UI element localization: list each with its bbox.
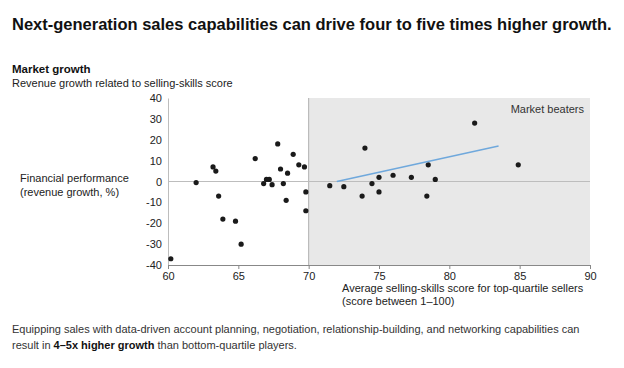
- point: [168, 256, 173, 261]
- point: [296, 162, 301, 167]
- point: [433, 177, 438, 182]
- x-label: Average selling-skills score for top-qua…: [342, 282, 584, 294]
- axis-line: [168, 99, 169, 266]
- x-label: (score between 1–100): [342, 295, 455, 307]
- point: [472, 120, 477, 125]
- tick-label: 0: [156, 176, 162, 188]
- tick-mark: [168, 265, 169, 269]
- tick: 40: [150, 92, 168, 104]
- tick-mark: [590, 265, 591, 269]
- point: [233, 219, 238, 224]
- tick: 0: [156, 176, 168, 188]
- point: [376, 189, 381, 194]
- point: [285, 171, 290, 176]
- tick-label: 85: [514, 270, 526, 282]
- point: [284, 198, 289, 203]
- point: [281, 181, 286, 186]
- point: [275, 141, 280, 146]
- y-label: Financial performance: [20, 172, 129, 184]
- tick-mark: [309, 265, 310, 269]
- point: [194, 180, 199, 185]
- tick-label: 10: [150, 155, 162, 167]
- point: [267, 177, 272, 182]
- tick: 20: [150, 134, 168, 146]
- tick-mark: [379, 265, 380, 269]
- point: [239, 242, 244, 247]
- tick-label: 65: [233, 270, 245, 282]
- point: [409, 175, 414, 180]
- point: [369, 181, 374, 186]
- tick: -20: [146, 217, 168, 229]
- point: [220, 216, 225, 221]
- trend-line: [337, 146, 499, 181]
- point: [269, 182, 274, 187]
- tick-mark: [520, 265, 521, 269]
- tick-mark: [238, 265, 239, 269]
- tick: 75: [373, 265, 385, 282]
- footnote-part: result in: [12, 339, 51, 351]
- point: [303, 189, 308, 194]
- point: [424, 194, 429, 199]
- point: [390, 173, 395, 178]
- tick-label: -40: [146, 259, 162, 271]
- point: [327, 183, 332, 188]
- tick-label: 30: [150, 113, 162, 125]
- point: [426, 162, 431, 167]
- y-label: (revenue growth, %): [20, 186, 119, 198]
- point: [216, 194, 221, 199]
- tick: -30: [146, 238, 168, 250]
- zero-line: [168, 181, 590, 182]
- x-axis: 60 65 70 75 80 85 90: [162, 265, 596, 282]
- point: [362, 146, 367, 151]
- tick: 30: [150, 113, 168, 125]
- highlight-label: Market beaters: [511, 103, 585, 115]
- point: [376, 175, 381, 180]
- point: [516, 162, 521, 167]
- tick-mark: [449, 265, 450, 269]
- tick-label: -10: [146, 196, 162, 208]
- footnote: result in 4–5x higher growth than bottom…: [12, 339, 297, 351]
- tick: 70: [303, 265, 315, 282]
- point: [213, 168, 218, 173]
- point: [278, 166, 283, 171]
- tick: 65: [233, 265, 245, 282]
- footnote-part: than bottom-quartile players.: [158, 339, 297, 351]
- tick-label: 75: [373, 270, 385, 282]
- tick-label: 40: [150, 92, 162, 104]
- point: [253, 156, 258, 161]
- tick: 60: [162, 265, 174, 282]
- point: [291, 152, 296, 157]
- title: Next-generation sales capabilities can d…: [12, 15, 612, 33]
- tick: 90: [584, 265, 596, 282]
- point: [303, 208, 308, 213]
- tick: 85: [514, 265, 526, 282]
- footnote: Equipping sales with data-driven account…: [12, 323, 579, 335]
- footnote-emphasis: 4–5x higher growth: [54, 339, 155, 351]
- tick-label: -30: [146, 238, 162, 250]
- chart: Next-generation sales capabilities can d…: [0, 0, 624, 368]
- tick-label: 60: [162, 270, 174, 282]
- y-axis: -40 -30 -20 -10 0 10 20 30 40: [146, 92, 168, 271]
- subtitle: Revenue growth related to selling-skills…: [12, 77, 233, 89]
- subtitle: Market growth: [12, 63, 91, 75]
- point: [360, 194, 365, 199]
- tick-label: 90: [584, 270, 596, 282]
- tick: 10: [150, 155, 168, 167]
- point: [302, 164, 307, 169]
- tick-label: -20: [146, 217, 162, 229]
- tick-label: 70: [303, 270, 315, 282]
- tick-label: 80: [444, 270, 456, 282]
- tick: 80: [444, 265, 456, 282]
- point: [341, 184, 346, 189]
- tick: -10: [146, 196, 168, 208]
- tick-label: 20: [150, 134, 162, 146]
- plot-marks: [168, 120, 521, 261]
